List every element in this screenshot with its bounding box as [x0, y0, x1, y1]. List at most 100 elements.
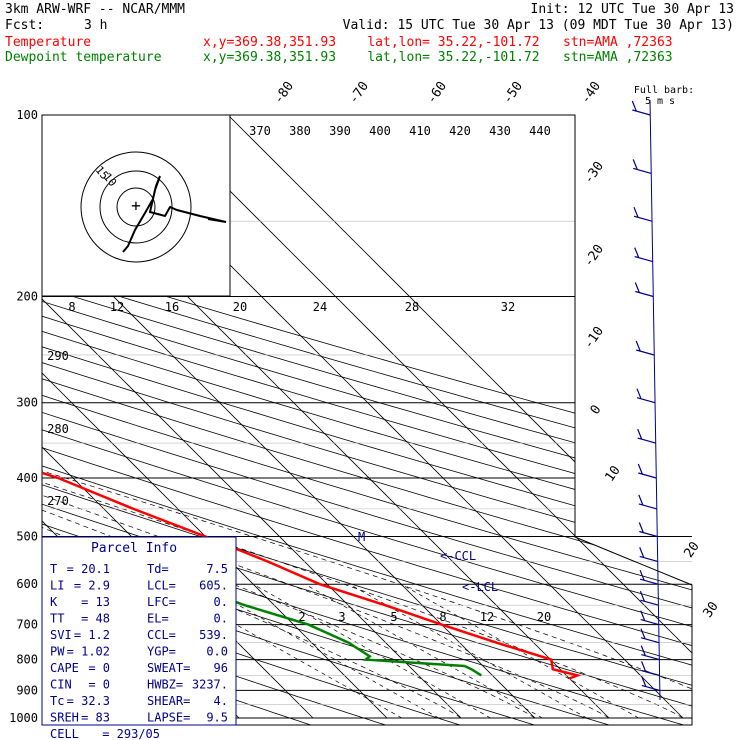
dry-adiabat: [42, 115, 692, 725]
pressure-label: 100: [16, 108, 38, 122]
init-time: Init: 12 UTC Tue 30 Apr 13: [530, 2, 735, 17]
dry-adiabat: [42, 115, 692, 725]
isotherm-label: 10: [602, 463, 623, 484]
theta-label: 380: [289, 124, 311, 138]
wind-barb: [634, 247, 653, 263]
isotherm-line: [42, 115, 462, 719]
barb-legend-unit: 5 m s: [645, 96, 675, 107]
dry-adiabat: [42, 115, 692, 725]
wind-barb: [635, 340, 655, 356]
wind-barb: [640, 645, 660, 661]
parcel-label-2: LFC=: [147, 595, 176, 609]
wind-barb: [636, 388, 656, 404]
mixing-ratio-line: [304, 583, 543, 719]
forecast-hour: 3 h: [84, 18, 108, 33]
hodo-axis-label: 28: [405, 300, 419, 314]
dry-adiabat: [42, 115, 692, 725]
parcel-value: = 0: [88, 678, 110, 692]
mixing-ratio-label: 5: [390, 610, 397, 624]
hodograph-trace: [122, 175, 227, 253]
isotherm-label: -20: [581, 242, 607, 270]
dry-adiabat: [42, 115, 692, 725]
theta-label: 430: [489, 124, 511, 138]
pressure-label: 400: [16, 471, 38, 485]
isotherm-label: -60: [424, 79, 450, 107]
model-title: 3km ARW-WRF -- NCAR/MMM: [5, 2, 186, 17]
parcel-value-2: 96: [214, 661, 228, 675]
theta-label: 440: [529, 124, 551, 138]
mixing-ratio-label: 3: [338, 610, 345, 624]
isotherm-label: -80: [271, 79, 297, 107]
parcel-label: Tc: [50, 694, 64, 708]
wind-barb: [631, 100, 651, 116]
parcel-label: CAPE: [50, 661, 79, 675]
hodo-axis-label: 20: [233, 300, 247, 314]
wind-barb: [633, 206, 653, 222]
parcel-label: PW: [50, 645, 65, 659]
parcel-label: T: [50, 562, 57, 576]
wind-barb: [638, 494, 657, 510]
wind-barb: [639, 590, 659, 606]
isotherm-label: 30: [700, 599, 721, 620]
parcel-value: = 48: [81, 612, 110, 626]
hodograph-ring: [116, 187, 156, 227]
hodograph-box: [41, 114, 231, 297]
dewpoint-trace: [42, 115, 482, 677]
parcel-value: = 1.02: [67, 645, 110, 659]
parcel-label-2: SWEAT=: [147, 661, 190, 675]
wind-barb: [641, 676, 660, 691]
parcel-value: = 1.2: [74, 628, 110, 642]
dewpoint-location: x,y=369.38,351.93 lat,lon= 35.22,-101.72…: [203, 50, 673, 65]
theta-left-label: 290: [47, 349, 69, 363]
parcel-value-2: 539.: [199, 628, 228, 642]
mixing-ratio-line: [253, 583, 491, 719]
parcel-label: SVI: [50, 628, 72, 642]
isotherm-label: -10: [581, 324, 607, 352]
parcel-value-2: 605.: [199, 579, 228, 593]
parcel-label: TT: [50, 612, 64, 626]
wind-barb: [637, 428, 656, 444]
parcel-label: CELL: [50, 727, 79, 740]
parcel-value: = 13: [81, 595, 110, 609]
isotherm-label: -70: [346, 79, 372, 107]
theta-label: 390: [329, 124, 351, 138]
dry-adiabat: [42, 115, 692, 725]
theta-left-label: 270: [47, 494, 69, 508]
theta-label: 370: [249, 124, 271, 138]
pressure-label: 500: [16, 529, 38, 543]
forecast-label: Fcst:: [5, 18, 45, 33]
parcel-value-2: 7.5: [206, 562, 228, 576]
isotherm-line: [42, 115, 536, 719]
parcel-value: = 83: [81, 711, 110, 725]
hodograph-ring: [80, 151, 192, 263]
wind-barb: [637, 463, 657, 479]
wind-barb: [634, 282, 654, 298]
dry-adiabat: [42, 115, 692, 725]
pressure-label: 600: [16, 577, 38, 591]
pressure-label: 800: [16, 653, 38, 667]
temperature-trace: [42, 115, 582, 680]
isotherm-line: [153, 115, 692, 719]
parcel-label: CIN: [50, 678, 72, 692]
parcel-value: = 2.9: [74, 579, 110, 593]
pressure-label: 300: [16, 396, 38, 410]
wind-barb: [638, 522, 658, 538]
moist-adiabat: [42, 296, 536, 719]
dry-adiabat: [42, 115, 692, 725]
mixing-ratio-label: 2: [298, 610, 305, 624]
wind-barb: [639, 569, 659, 585]
parcel-label-2: LAPSE=: [147, 711, 190, 725]
valid-time: Valid: 15 UTC Tue 30 Apr 13 (09 MDT Tue …: [342, 18, 734, 33]
wind-barb: [640, 610, 659, 626]
isotherm-line: [0, 115, 17, 718]
wind-barb: [641, 661, 660, 676]
dewpoint-legend: Dewpoint temperature: [5, 50, 162, 65]
temperature-legend: Temperature: [5, 35, 92, 50]
dry-adiabat: [42, 115, 692, 725]
dry-adiabat: [42, 115, 692, 725]
pressure-label: 700: [16, 618, 38, 632]
isotherm-label: 0: [588, 402, 605, 417]
isotherm-label: -40: [578, 79, 604, 107]
isotherm-line: [227, 115, 692, 719]
